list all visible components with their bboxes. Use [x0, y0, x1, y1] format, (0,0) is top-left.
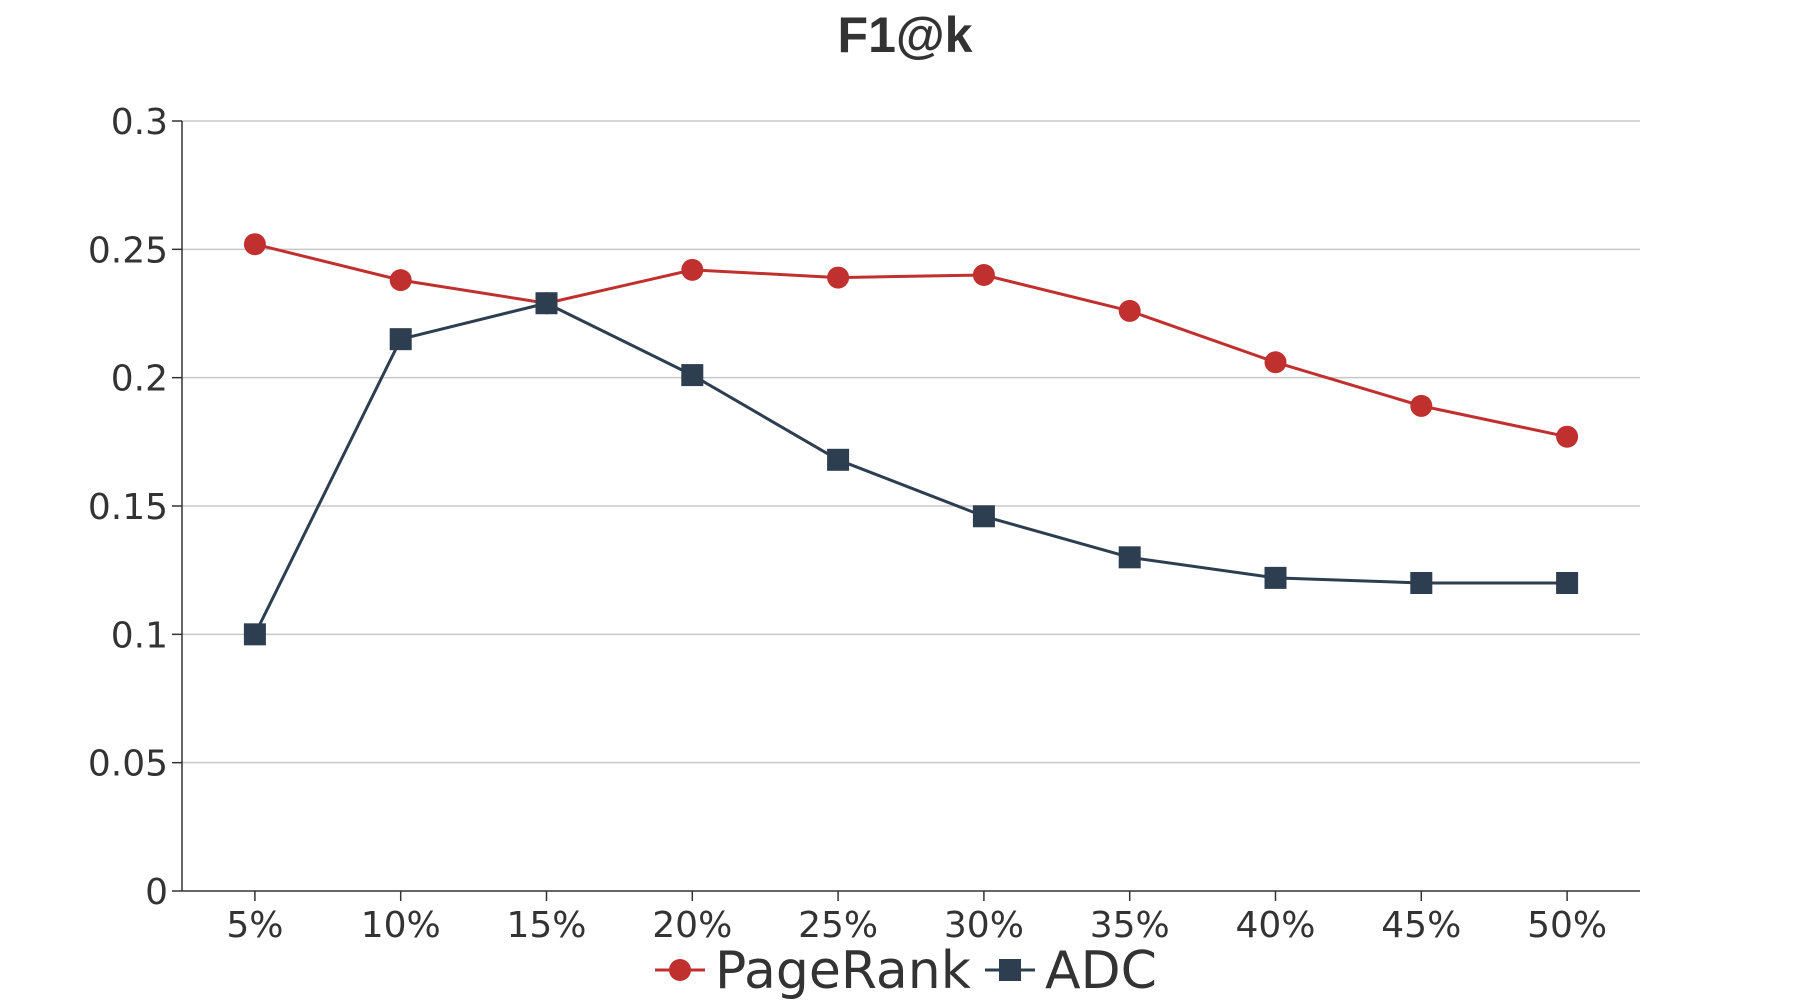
- data-point-adc: [827, 448, 850, 471]
- data-point-pagerank: [681, 258, 704, 281]
- chart-title: F1@k: [838, 7, 973, 63]
- x-tick-label: 20%: [652, 905, 732, 946]
- y-tick-label: 0.2: [111, 359, 168, 400]
- axes: 0 0.05 0.1 0.15 0.2 0.25 0.3 5% 10% 15% 20% 25% 30% 3…: [88, 102, 1640, 946]
- y-tick-label: 0.25: [88, 230, 168, 271]
- legend-marker: [669, 959, 691, 981]
- x-tick-label: 15%: [506, 905, 586, 946]
- data-point-adc: [1118, 546, 1141, 569]
- x-tick-label: 25%: [798, 905, 878, 946]
- x-tick-label: 40%: [1235, 905, 1315, 946]
- data-point-pagerank: [972, 264, 995, 286]
- data-point-pagerank: [1264, 351, 1287, 374]
- data-point-adc: [681, 364, 704, 387]
- series-adc: [243, 292, 1579, 646]
- legend-item-pagerank: PageRank: [655, 941, 971, 1000]
- data-point-pagerank: [1556, 425, 1579, 448]
- y-tick-label: 0: [145, 872, 168, 913]
- legend-item-adc: ADC: [985, 941, 1157, 1000]
- y-tick-label: 0.05: [88, 744, 168, 785]
- data-point-adc: [535, 292, 558, 315]
- legend-marker: [999, 959, 1021, 981]
- x-tick-label: 10%: [361, 905, 441, 946]
- y-tick-label: 0.15: [88, 487, 168, 528]
- series-line-pagerank: [254, 242, 1568, 439]
- y-tick-label: 0.1: [111, 615, 168, 656]
- series-pagerank: [243, 233, 1579, 448]
- legend-label: PageRank: [715, 941, 971, 1000]
- data-point-pagerank: [243, 233, 266, 256]
- data-point-adc: [389, 328, 412, 351]
- data-point-adc: [972, 505, 995, 528]
- data-point-pagerank: [827, 266, 850, 289]
- x-tick-label: 5%: [226, 905, 283, 946]
- data-point-adc: [1264, 566, 1287, 589]
- x-tick-label: 45%: [1381, 905, 1461, 946]
- series-line-adc: [253, 301, 1568, 635]
- x-tick-label: 30%: [944, 905, 1024, 946]
- x-tick-label: 50%: [1527, 905, 1607, 946]
- gridlines: [182, 120, 1640, 764]
- x-tick-label: 35%: [1090, 905, 1170, 946]
- data-point-pagerank: [1410, 394, 1433, 417]
- y-tick-label: 0.3: [111, 102, 168, 143]
- data-point-adc: [1556, 572, 1579, 594]
- data-point-adc: [1410, 572, 1433, 594]
- legend-label: ADC: [1045, 941, 1157, 1000]
- legend: PageRank ADC: [655, 941, 1157, 1000]
- data-point-pagerank: [389, 269, 412, 292]
- data-point-adc: [243, 623, 266, 646]
- data-point-pagerank: [1118, 299, 1141, 322]
- series-layer: [243, 233, 1579, 646]
